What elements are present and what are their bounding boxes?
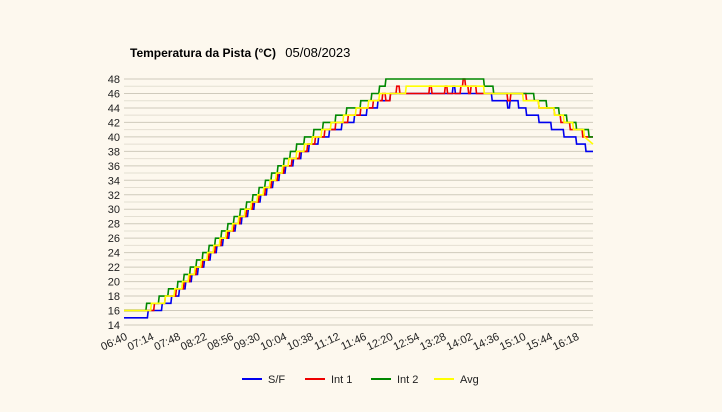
y-tick-label: 46	[108, 88, 120, 100]
y-tick-label: 44	[108, 103, 120, 115]
y-tick-label: 16	[108, 306, 120, 318]
y-tick-label: 26	[108, 233, 120, 245]
legend-label: Int 1	[331, 374, 352, 386]
y-tick-label: 22	[108, 262, 120, 274]
y-tick-label: 18	[108, 291, 120, 303]
legend-label: Avg	[460, 374, 479, 386]
y-tick-label: 24	[108, 248, 120, 260]
x-tick-label: 10:38	[285, 331, 315, 354]
y-tick-label: 20	[108, 277, 120, 289]
y-tick-label: 28	[108, 219, 120, 231]
y-tick-label: 34	[108, 175, 120, 187]
legend-label: Int 2	[397, 374, 418, 386]
y-tick-label: 42	[108, 117, 120, 129]
legend-label: S/F	[268, 374, 285, 386]
y-tick-label: 32	[108, 190, 120, 202]
x-tick-label: 16:18	[551, 331, 581, 354]
y-tick-label: 40	[108, 132, 120, 144]
y-tick-label: 36	[108, 161, 120, 173]
y-tick-label: 48	[108, 74, 120, 86]
y-tick-label: 38	[108, 146, 120, 158]
y-tick-label: 14	[108, 320, 120, 332]
x-tick-label: 11:12	[313, 331, 342, 353]
y-tick-label: 30	[108, 204, 120, 216]
